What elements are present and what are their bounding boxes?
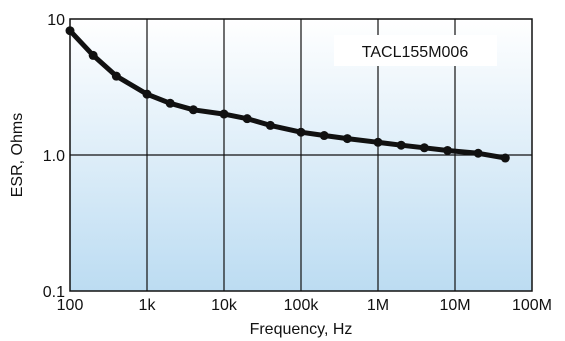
data-point bbox=[65, 26, 75, 36]
x-tick-label: 100 bbox=[57, 297, 84, 314]
x-axis-title: Frequency, Hz bbox=[250, 321, 353, 338]
data-point bbox=[342, 134, 352, 144]
data-point bbox=[88, 50, 98, 60]
x-tick-label: 10k bbox=[211, 297, 238, 314]
data-point bbox=[219, 109, 229, 119]
plot-frame bbox=[69, 18, 533, 292]
series-layer bbox=[65, 26, 510, 163]
y-tick-label: 1.0 bbox=[43, 148, 65, 165]
y-axis-title: ESR, Ohms bbox=[9, 113, 26, 197]
legend-box bbox=[334, 35, 497, 66]
data-point bbox=[188, 105, 198, 115]
data-point bbox=[319, 131, 329, 141]
x-tick-label: 1k bbox=[139, 297, 157, 314]
x-tick-label: 100k bbox=[284, 297, 320, 314]
x-tick-label: 1M bbox=[367, 297, 389, 314]
data-point bbox=[419, 143, 429, 153]
data-point bbox=[443, 145, 453, 155]
data-point bbox=[111, 71, 121, 81]
x-tick-label: 10M bbox=[439, 297, 470, 314]
y-tick-label: 10 bbox=[47, 12, 65, 29]
x-tick-labels: 100 1k 10k 100k 1M 10M 100M bbox=[57, 297, 552, 314]
data-point bbox=[265, 120, 275, 130]
data-point bbox=[165, 98, 175, 108]
data-point bbox=[296, 127, 306, 137]
y-tick-label: 0.1 bbox=[43, 284, 65, 301]
legend-label: TACL155M006 bbox=[362, 44, 469, 61]
data-point bbox=[500, 153, 510, 163]
data-point bbox=[242, 114, 252, 124]
data-point bbox=[142, 89, 152, 99]
data-point bbox=[473, 148, 483, 158]
x-tick-label: 100M bbox=[512, 297, 552, 314]
data-point bbox=[373, 137, 383, 147]
data-point bbox=[396, 140, 406, 150]
y-tick-labels: 0.1 1.0 10 bbox=[43, 12, 65, 301]
legend: TACL155M006 bbox=[334, 35, 497, 66]
